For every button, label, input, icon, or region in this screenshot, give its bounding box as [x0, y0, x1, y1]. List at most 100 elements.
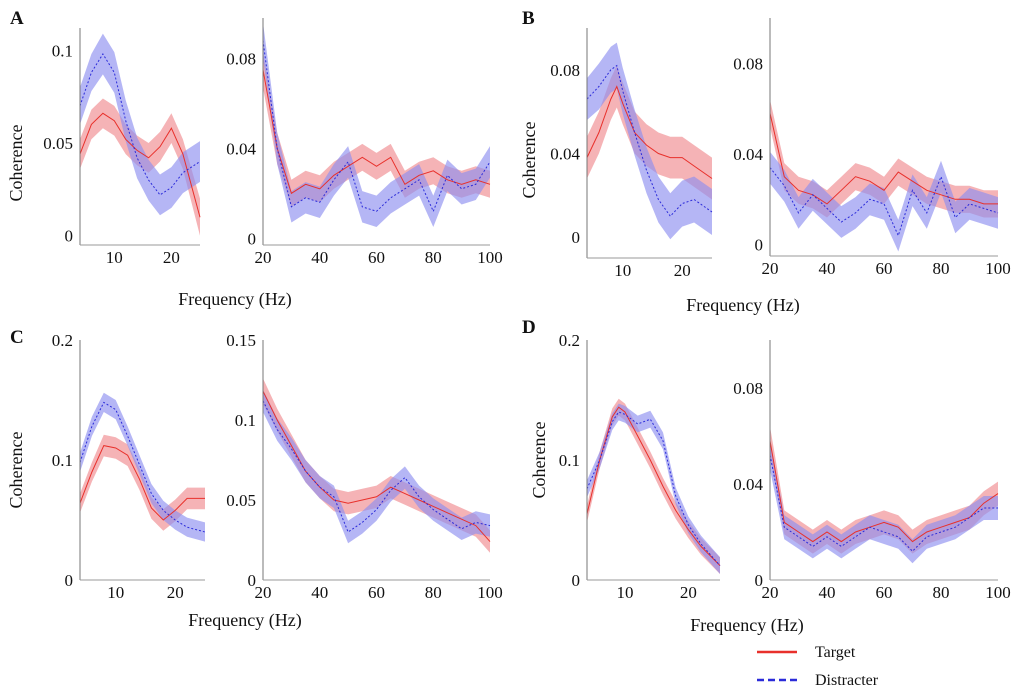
plot-d-high-target-line	[769, 440, 999, 543]
plot-d-high-x-tick-label: 80	[933, 583, 950, 602]
plot-b-high-y-tick-label: 0.04	[733, 145, 763, 164]
plot-c-low-target-error-band	[80, 434, 205, 531]
plot-b-high-x-tick-label: 20	[762, 259, 779, 278]
plot-a-high: 20 40 60 80 100 0 0.04 0.08	[226, 18, 503, 267]
plot-a-high-x-tick-label: 100	[477, 248, 503, 267]
plot-a-low-target-line	[79, 112, 201, 218]
panel-letter-b: B	[522, 8, 535, 29]
plot-b-low-distracter-line	[586, 64, 713, 217]
plot-b-low-target-line	[586, 85, 713, 179]
plot-c-low-y-tick-label: 0	[65, 571, 74, 590]
plot-a-low-distracter-error-band	[80, 33, 200, 216]
plot-b-low-x-tick-label: 20	[674, 261, 691, 280]
plot-a-high-y-tick-label: 0.08	[226, 49, 256, 68]
plot-b-high-y-tick-label: 0	[755, 236, 764, 255]
legend-label-distracter: Distracter	[815, 672, 879, 689]
plot-b-low-y-tick-label: 0.04	[550, 144, 580, 163]
plot-d-low-target-line	[586, 406, 721, 566]
plot-a-high-x-tick-label: 40	[311, 248, 328, 267]
plot-a-high-distracter-error-band	[263, 22, 490, 227]
plot-b-low-target-error-band	[587, 65, 712, 200]
plot-c-low-x-tick-label: 20	[167, 583, 184, 602]
plot-d-high-x-tick-label: 20	[762, 583, 779, 602]
plot-c-high-x-tick-label: 60	[368, 583, 385, 602]
plot-b-low-x-tick-label: 10	[614, 261, 631, 280]
plot-c-high-x-tick-label: 40	[311, 583, 328, 602]
plot-c-high-distracter-error-band	[263, 389, 490, 544]
plot-c-low-target-line	[79, 445, 205, 521]
y-axis-label-d: Coherence	[529, 422, 549, 499]
x-axis-label-d: Frequency (Hz)	[690, 615, 803, 636]
plot-c-high-x-tick-label: 20	[255, 583, 272, 602]
plot-d-high-x-tick-label: 60	[876, 583, 893, 602]
x-axis-label-b: Frequency (Hz)	[686, 295, 799, 316]
plot-c-low-x-tick-label: 10	[107, 583, 124, 602]
plot-a-high-y-tick-label: 0	[248, 229, 257, 248]
plot-d-high-y-tick-label: 0.04	[733, 475, 763, 494]
plot-a-high-target-line	[262, 69, 491, 195]
plot-d-high-distracter-error-band	[770, 440, 998, 564]
plot-a-high-x-tick-label: 60	[368, 248, 385, 267]
plot-b-low: 10 20 0 0.04 0.08	[550, 28, 713, 280]
plot-a-low-x-tick-label: 10	[106, 248, 123, 267]
plot-d-low-x-tick-label: 20	[680, 583, 697, 602]
plot-a-low-y-tick-label: 0	[65, 227, 74, 246]
plot-c-high-distracter-line	[262, 400, 491, 533]
plot-d-high-x-tick-label: 40	[819, 583, 836, 602]
plot-d-low-y-tick-label: 0	[572, 571, 581, 590]
plot-b-high-target-line	[769, 113, 998, 205]
legend-label-target: Target	[815, 644, 856, 661]
plot-d-low-distracter-error-band	[587, 403, 720, 574]
x-axis-label-a: Frequency (Hz)	[178, 289, 291, 310]
plot-b-low-y-tick-label: 0.08	[550, 61, 580, 80]
y-axis-label-c: Coherence	[6, 432, 26, 509]
plot-c-low-y-tick-label: 0.1	[52, 451, 73, 470]
legend: Target Distracter	[757, 644, 879, 689]
panel-b: B Coherence Frequency (Hz) 10 20 0 0.04 0.08…	[519, 8, 1011, 316]
plot-d-high-y-tick-label: 0	[755, 571, 764, 590]
plot-a-low-x-tick-label: 20	[163, 248, 180, 267]
plot-a-low-distracter-line	[79, 53, 201, 196]
plot-b-high-x-tick-label: 60	[876, 259, 893, 278]
plot-d-low-x-tick-label: 10	[617, 583, 634, 602]
plot-b-high-x-tick-label: 40	[819, 259, 836, 278]
plot-c-high: 20 40 60 80 100 0 0.05 0.1 0.15	[226, 331, 503, 602]
plot-a-low-y-tick-label: 0.1	[52, 41, 73, 60]
plot-a-high-x-tick-label: 20	[255, 248, 272, 267]
plot-d-low-target-error-band	[587, 398, 720, 574]
plot-a-high-distracter-line	[262, 40, 491, 213]
plot-c-high-y-tick-label: 0.1	[235, 411, 256, 430]
plot-c-high-y-tick-label: 0.05	[226, 491, 256, 510]
plot-d-high-y-tick-label: 0.08	[733, 379, 763, 398]
plot-d-low: 10 20 0 0.1 0.2	[559, 331, 721, 602]
plot-b-high-distracter-error-band	[770, 151, 998, 252]
y-axis-label-a: Coherence	[6, 125, 26, 202]
panel-letter-d: D	[522, 317, 536, 338]
plot-c-high-x-tick-label: 100	[477, 583, 503, 602]
plot-c-high-target-line	[262, 390, 491, 542]
plot-b-high-x-tick-label: 80	[933, 259, 950, 278]
plot-b-high-distracter-line	[769, 167, 999, 238]
plot-d-low-distracter-line	[586, 411, 721, 566]
plot-d-high-x-tick-label: 100	[985, 583, 1011, 602]
plot-c-high-x-tick-label: 80	[425, 583, 442, 602]
plot-a-high-x-tick-label: 80	[425, 248, 442, 267]
y-axis-label-b: Coherence	[519, 122, 539, 199]
plot-c-low-y-tick-label: 0.2	[52, 331, 73, 350]
plot-b-high-x-tick-label: 100	[985, 259, 1011, 278]
plot-b-high: 20 40 60 80 100 0 0.04 0.08	[733, 18, 1011, 278]
plot-a-low: 10 20 0 0.05 0.1	[43, 28, 201, 267]
x-axis-label-c: Frequency (Hz)	[188, 610, 301, 631]
plot-c-high-y-tick-label: 0.15	[226, 331, 256, 350]
plot-d-high: 20 40 60 80 100 0 0.04 0.08	[733, 340, 1011, 602]
panel-letter-a: A	[10, 8, 24, 29]
panel-a: A Coherence Frequency (Hz) 10 2000.050.1 …	[6, 8, 503, 310]
plot-c-high-y-tick-label: 0	[248, 571, 257, 590]
plot-a-high-y-tick-label: 0.04	[226, 139, 256, 158]
plot-c-low: 10 20 0 0.1 0.2	[52, 331, 206, 602]
plot-b-high-y-tick-label: 0.08	[733, 54, 763, 73]
plot-c-low-distracter-error-band	[80, 392, 205, 542]
